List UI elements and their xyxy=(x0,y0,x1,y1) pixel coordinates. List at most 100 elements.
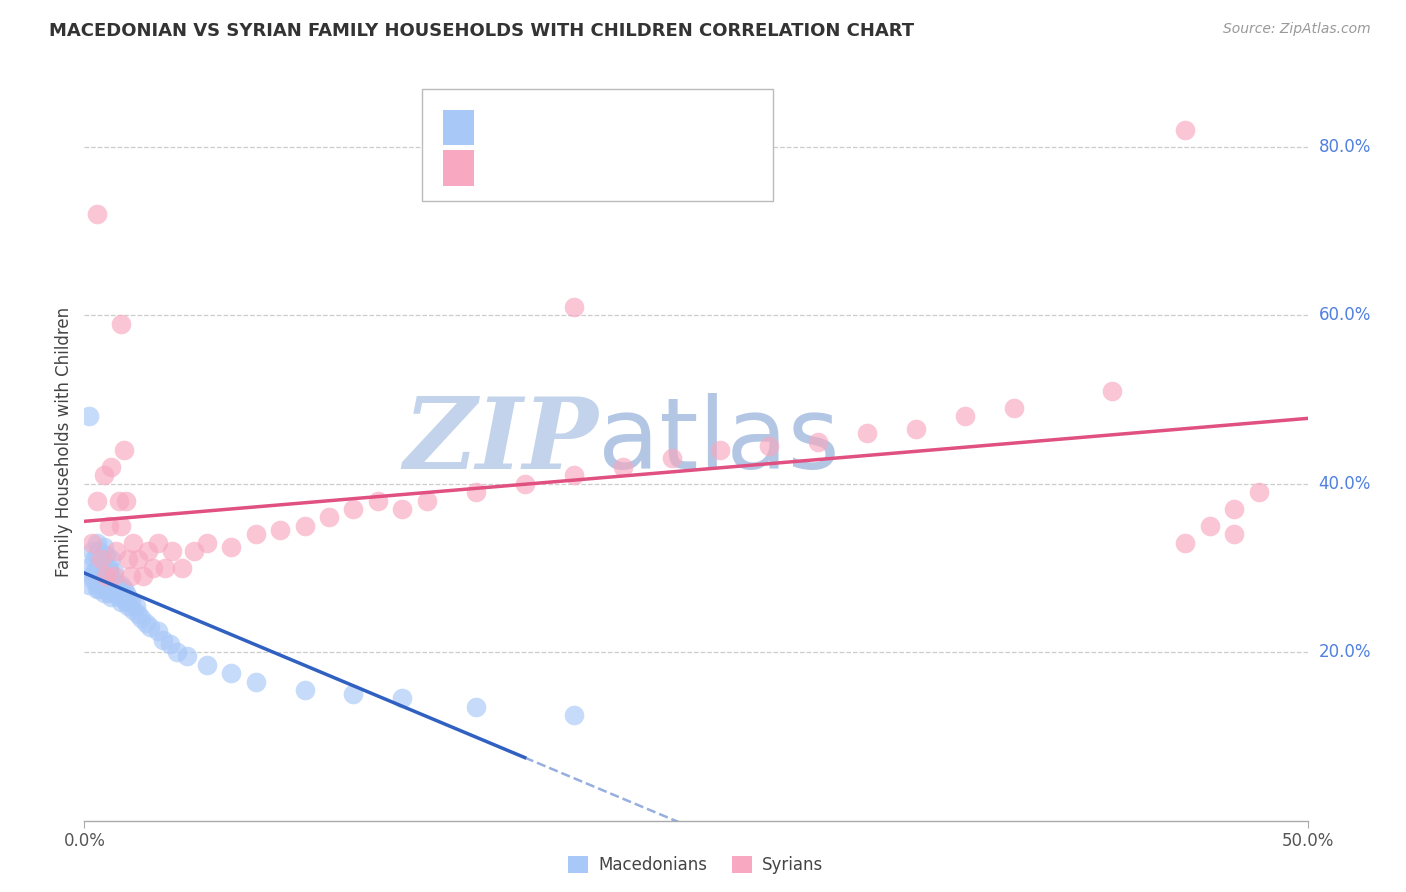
Point xyxy=(90,552,112,566)
Point xyxy=(107,582,129,596)
Point xyxy=(758,439,780,453)
Point xyxy=(342,687,364,701)
Point xyxy=(146,624,169,639)
Text: MACEDONIAN VS SYRIAN FAMILY HOUSEHOLDS WITH CHILDREN CORRELATION CHART: MACEDONIAN VS SYRIAN FAMILY HOUSEHOLDS W… xyxy=(49,22,914,40)
Point xyxy=(709,442,731,457)
Point xyxy=(83,565,105,579)
Point xyxy=(294,518,316,533)
Point xyxy=(195,535,218,549)
Point xyxy=(86,561,108,575)
Point xyxy=(110,578,132,592)
Point xyxy=(77,409,100,424)
Text: R = -0.256   N = 67: R = -0.256 N = 67 xyxy=(488,119,695,136)
Point xyxy=(87,574,110,588)
Point xyxy=(142,561,165,575)
Point xyxy=(562,468,585,483)
Text: 40.0%: 40.0% xyxy=(1319,475,1371,492)
Point xyxy=(112,582,135,596)
Point xyxy=(294,683,316,698)
Point xyxy=(1174,535,1197,549)
Point xyxy=(112,591,135,605)
Point xyxy=(90,552,112,566)
Point xyxy=(139,620,162,634)
Point xyxy=(953,409,976,424)
Point xyxy=(1174,123,1197,137)
Point xyxy=(97,586,120,600)
Point xyxy=(162,544,184,558)
Text: Source: ZipAtlas.com: Source: ZipAtlas.com xyxy=(1223,22,1371,37)
Point xyxy=(342,502,364,516)
Point xyxy=(1223,502,1246,516)
Point xyxy=(87,582,110,596)
Point xyxy=(83,574,105,588)
Point xyxy=(105,544,128,558)
Point xyxy=(612,459,634,474)
Point xyxy=(80,535,103,549)
Text: atlas: atlas xyxy=(598,393,839,490)
Point xyxy=(127,552,149,566)
Text: ZIP: ZIP xyxy=(404,393,598,490)
Point xyxy=(562,300,585,314)
Point xyxy=(905,422,928,436)
Point xyxy=(122,535,145,549)
Point xyxy=(318,510,340,524)
Point xyxy=(122,603,145,617)
Point xyxy=(127,607,149,622)
Point xyxy=(115,594,138,608)
Point xyxy=(152,632,174,647)
Point xyxy=(153,561,176,575)
Point xyxy=(80,569,103,583)
Point xyxy=(100,591,122,605)
Point xyxy=(391,502,413,516)
Point xyxy=(416,493,439,508)
Point xyxy=(76,561,98,575)
Legend: Macedonians, Syrians: Macedonians, Syrians xyxy=(561,849,831,880)
Point xyxy=(86,582,108,596)
Text: 80.0%: 80.0% xyxy=(1319,137,1371,156)
Point xyxy=(183,544,205,558)
Point xyxy=(103,574,125,588)
Point xyxy=(120,594,142,608)
Point xyxy=(115,586,138,600)
Point xyxy=(219,540,242,554)
Point xyxy=(117,552,139,566)
Point xyxy=(96,569,118,583)
Point xyxy=(97,518,120,533)
Point xyxy=(120,569,142,583)
Point xyxy=(103,582,125,596)
Point xyxy=(107,493,129,508)
Point xyxy=(96,582,118,596)
Point xyxy=(105,578,128,592)
Point xyxy=(86,548,108,563)
Point xyxy=(97,561,120,575)
Point xyxy=(77,578,100,592)
Point xyxy=(117,599,139,613)
Y-axis label: Family Households with Children: Family Households with Children xyxy=(55,307,73,576)
Point xyxy=(807,434,830,449)
Point xyxy=(159,637,181,651)
Point xyxy=(96,569,118,583)
Point xyxy=(86,493,108,508)
Point xyxy=(107,591,129,605)
Point xyxy=(93,540,115,554)
Point xyxy=(86,535,108,549)
Point xyxy=(87,544,110,558)
Point xyxy=(90,578,112,592)
Point xyxy=(97,574,120,588)
Point xyxy=(103,569,125,583)
Point xyxy=(1223,527,1246,541)
Point xyxy=(112,442,135,457)
Point xyxy=(464,699,486,714)
Point xyxy=(115,493,138,508)
Point xyxy=(245,674,267,689)
Point xyxy=(166,645,188,659)
Point xyxy=(110,594,132,608)
Point xyxy=(195,657,218,672)
Point xyxy=(83,552,105,566)
Point xyxy=(110,518,132,533)
Point xyxy=(172,561,194,575)
Point xyxy=(100,459,122,474)
Point xyxy=(103,565,125,579)
Text: 60.0%: 60.0% xyxy=(1319,306,1371,324)
Point xyxy=(269,523,291,537)
